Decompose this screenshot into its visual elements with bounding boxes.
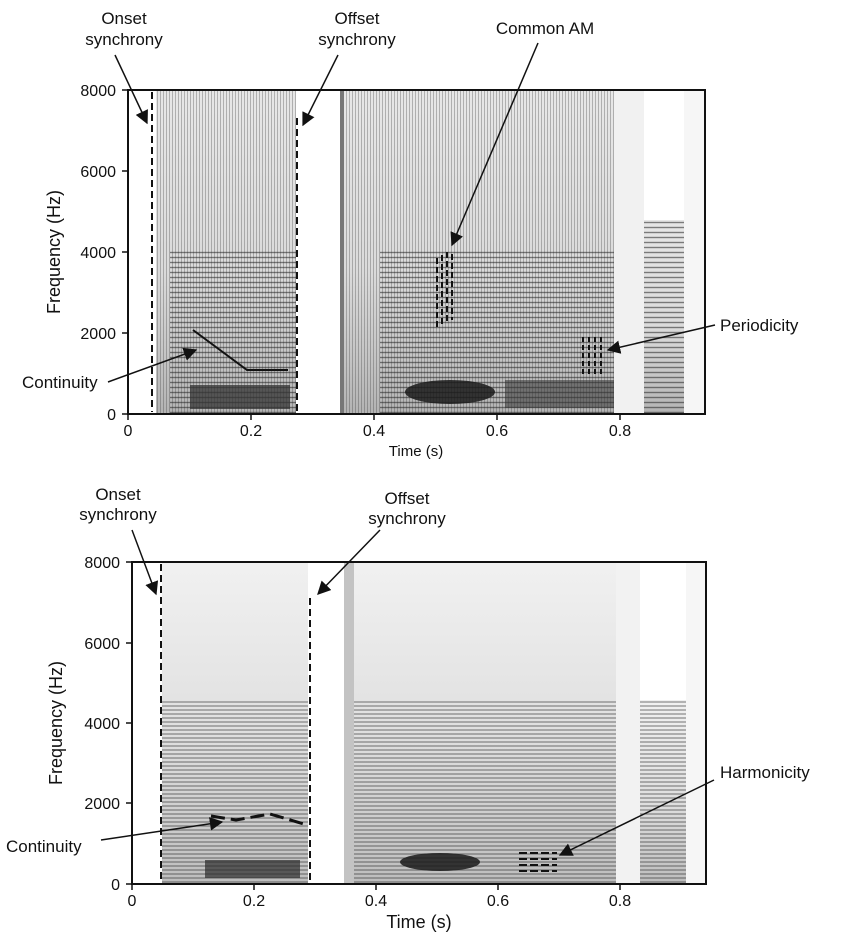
- top-xtick-4: 0.8: [609, 423, 631, 440]
- bottom-x-ticks: [131, 884, 621, 890]
- top-xtick-0: 0: [124, 423, 133, 440]
- top-y-axis-label: Frequency (Hz): [44, 190, 64, 314]
- bottom-offset-arrow: [317, 529, 381, 595]
- top-onset-label-2: synchrony: [85, 30, 163, 49]
- top-xtick-3: 0.6: [486, 423, 508, 440]
- top-x-axis-label: Time (s): [389, 443, 443, 460]
- top-y-ticks: [122, 89, 128, 415]
- bottom-ytick-0: 0: [111, 877, 120, 894]
- top-onset-arrow: [114, 54, 148, 125]
- top-spectrogram: [127, 89, 706, 415]
- top-offset-label-1: Offset: [334, 9, 379, 28]
- top-common-am-marks: [436, 252, 453, 330]
- bottom-y-ticks: [126, 561, 132, 885]
- top-offset-arrow: [302, 54, 339, 127]
- bottom-ytick-4: 8000: [84, 555, 120, 572]
- top-common-am-arrow: [450, 42, 539, 247]
- top-periodicity-marks: [582, 337, 602, 376]
- bottom-xtick-4: 0.8: [609, 893, 631, 910]
- top-ytick-2: 4000: [80, 245, 116, 262]
- bottom-ytick-2: 4000: [84, 716, 120, 733]
- top-ytick-0: 0: [107, 407, 116, 424]
- bottom-x-axis-label: Time (s): [386, 912, 451, 932]
- top-common-am-label: Common AM: [496, 19, 594, 38]
- top-continuity-label: Continuity: [22, 373, 98, 392]
- top-continuity-trace: [192, 329, 288, 371]
- top-continuity-arrow: [107, 347, 198, 383]
- top-ytick-3: 6000: [80, 164, 116, 181]
- bottom-harmonicity-marks: [519, 852, 557, 872]
- top-ytick-1: 2000: [80, 326, 116, 343]
- bottom-onset-label-2: synchrony: [79, 505, 157, 524]
- bottom-offset-label-2: synchrony: [368, 509, 446, 528]
- bottom-continuity-label: Continuity: [6, 837, 82, 856]
- bottom-spectrogram: [131, 561, 707, 885]
- bottom-onset-arrow: [131, 529, 159, 596]
- bottom-continuity-arrow: [100, 817, 224, 841]
- top-x-ticks: [127, 414, 621, 420]
- bottom-ytick-1: 2000: [84, 796, 120, 813]
- top-offset-label-2: synchrony: [318, 30, 396, 49]
- bottom-ytick-3: 6000: [84, 636, 120, 653]
- bottom-panel: 0 0.2 0.4 0.6 0.8 0 2000 4000 6000 8000 …: [6, 485, 810, 932]
- bottom-continuity-trace: [210, 812, 305, 826]
- top-panel: 0 0.2 0.4 0.6 0.8 0 2000 4000 6000 8000 …: [22, 9, 799, 460]
- top-xtick-1: 0.2: [240, 423, 262, 440]
- bottom-harmonicity-arrow: [558, 779, 715, 856]
- top-xtick-2: 0.4: [363, 423, 385, 440]
- bottom-y-axis-label: Frequency (Hz): [46, 661, 66, 785]
- bottom-harmonicity-label: Harmonicity: [720, 763, 810, 782]
- top-periodicity-label: Periodicity: [720, 316, 799, 335]
- bottom-xtick-1: 0.2: [243, 893, 265, 910]
- bottom-xtick-0: 0: [128, 893, 137, 910]
- top-ytick-4: 8000: [80, 83, 116, 100]
- top-periodicity-arrow: [606, 324, 716, 354]
- bottom-xtick-3: 0.6: [487, 893, 509, 910]
- bottom-offset-label-1: Offset: [384, 489, 429, 508]
- top-onset-label-1: Onset: [101, 9, 147, 28]
- bottom-xtick-2: 0.4: [365, 893, 387, 910]
- bottom-onset-label-1: Onset: [95, 485, 141, 504]
